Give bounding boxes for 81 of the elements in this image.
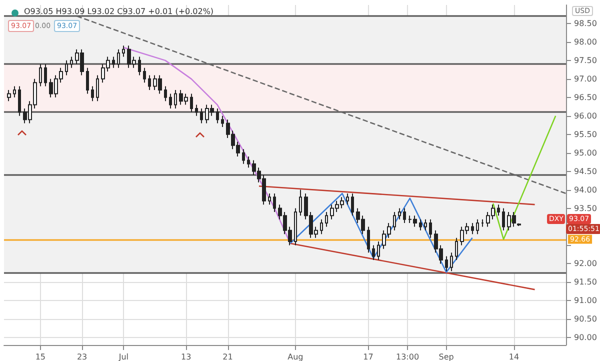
candlestick bbox=[86, 67, 89, 94]
candlestick bbox=[242, 148, 245, 164]
candlestick bbox=[481, 218, 484, 228]
candlestick bbox=[268, 192, 271, 206]
candlestick bbox=[96, 74, 99, 102]
y-tick-label: 91.00 bbox=[574, 296, 597, 306]
candlestick bbox=[377, 241, 380, 260]
candlestick bbox=[13, 86, 16, 98]
candlestick bbox=[44, 64, 47, 87]
candlestick bbox=[346, 192, 349, 206]
candlestick bbox=[325, 211, 328, 228]
candlestick bbox=[419, 218, 422, 231]
candlestick bbox=[169, 93, 172, 109]
candlestick bbox=[372, 244, 375, 260]
y-tick-label: 94.00 bbox=[574, 185, 597, 194]
y-tick-label: 96.50 bbox=[574, 92, 597, 102]
candlestick bbox=[455, 237, 458, 260]
candlestick bbox=[221, 115, 224, 128]
y-tick-label: 96.00 bbox=[574, 111, 597, 120]
x-tick-label: 15 bbox=[35, 352, 46, 361]
y-tick-label: 91.50 bbox=[574, 278, 597, 287]
candlestick bbox=[351, 192, 354, 216]
x-tick-label: Aug bbox=[288, 352, 304, 361]
y-tick-label: 93.50 bbox=[574, 204, 597, 213]
line-series bbox=[290, 192, 473, 273]
candlestick bbox=[174, 90, 177, 109]
annotation: O93.05 H93.09 L93.02 C93.07 +0.01 (+0.02%) bbox=[23, 7, 215, 17]
candlestick bbox=[497, 204, 500, 216]
candlestick bbox=[403, 208, 406, 224]
x-tick-label: Sep bbox=[438, 352, 454, 361]
x-tick-label: Jul bbox=[118, 352, 129, 361]
candlestick bbox=[117, 48, 120, 68]
x-tick-label: 23 bbox=[76, 352, 88, 361]
candlestick bbox=[190, 93, 193, 113]
y-tick-label: 98.00 bbox=[574, 37, 597, 46]
candlestick bbox=[39, 64, 42, 87]
x-tick-label: 17 bbox=[363, 352, 374, 361]
y-tick-label: 97.00 bbox=[574, 74, 597, 84]
candlestick bbox=[517, 222, 521, 226]
candlestick bbox=[138, 56, 141, 76]
candlestick bbox=[195, 104, 198, 116]
candlestick bbox=[476, 218, 479, 235]
candlestick bbox=[273, 192, 276, 212]
y-tick-label: 97.50 bbox=[574, 56, 597, 65]
candlestick bbox=[164, 86, 167, 102]
candlestick bbox=[143, 67, 146, 84]
candlestick bbox=[502, 208, 505, 231]
y-tick-label: 95.50 bbox=[574, 130, 597, 139]
y-tick-label: 90.00 bbox=[574, 333, 597, 342]
candlestick bbox=[122, 45, 125, 58]
y-tick-label: 94.50 bbox=[574, 166, 597, 176]
candlestick bbox=[247, 156, 250, 168]
candlestick bbox=[299, 189, 302, 216]
y-tick-label: 90.50 bbox=[574, 314, 597, 324]
x-tick-label: 13:00 bbox=[396, 352, 420, 361]
y-tick-label: 92.00 bbox=[574, 259, 597, 268]
candlestick bbox=[398, 208, 401, 220]
candlestick bbox=[65, 60, 68, 76]
candlestick bbox=[450, 252, 453, 272]
candlestick bbox=[70, 56, 73, 68]
candlestick bbox=[7, 90, 11, 102]
candlestick bbox=[471, 222, 474, 235]
candlestick bbox=[445, 256, 448, 272]
candlestick bbox=[393, 211, 396, 231]
candlestick bbox=[216, 108, 219, 124]
y-tick-label: 95.00 bbox=[574, 148, 597, 158]
y-tick-label: 98.50 bbox=[574, 18, 597, 28]
candlestick bbox=[367, 226, 370, 254]
candlestick bbox=[18, 86, 21, 116]
candlestick bbox=[424, 218, 427, 231]
candlestick bbox=[112, 56, 115, 68]
candlestick bbox=[200, 108, 203, 124]
candlestick bbox=[320, 218, 323, 235]
line-series bbox=[123, 46, 291, 244]
candlestick bbox=[294, 208, 297, 246]
x-tick-label: 13 bbox=[181, 352, 192, 361]
candlestick bbox=[148, 74, 151, 90]
x-tick-label: 14 bbox=[508, 352, 520, 361]
x-tick-label: 21 bbox=[222, 352, 233, 361]
candlestick bbox=[429, 218, 432, 238]
candlestick bbox=[91, 86, 94, 102]
